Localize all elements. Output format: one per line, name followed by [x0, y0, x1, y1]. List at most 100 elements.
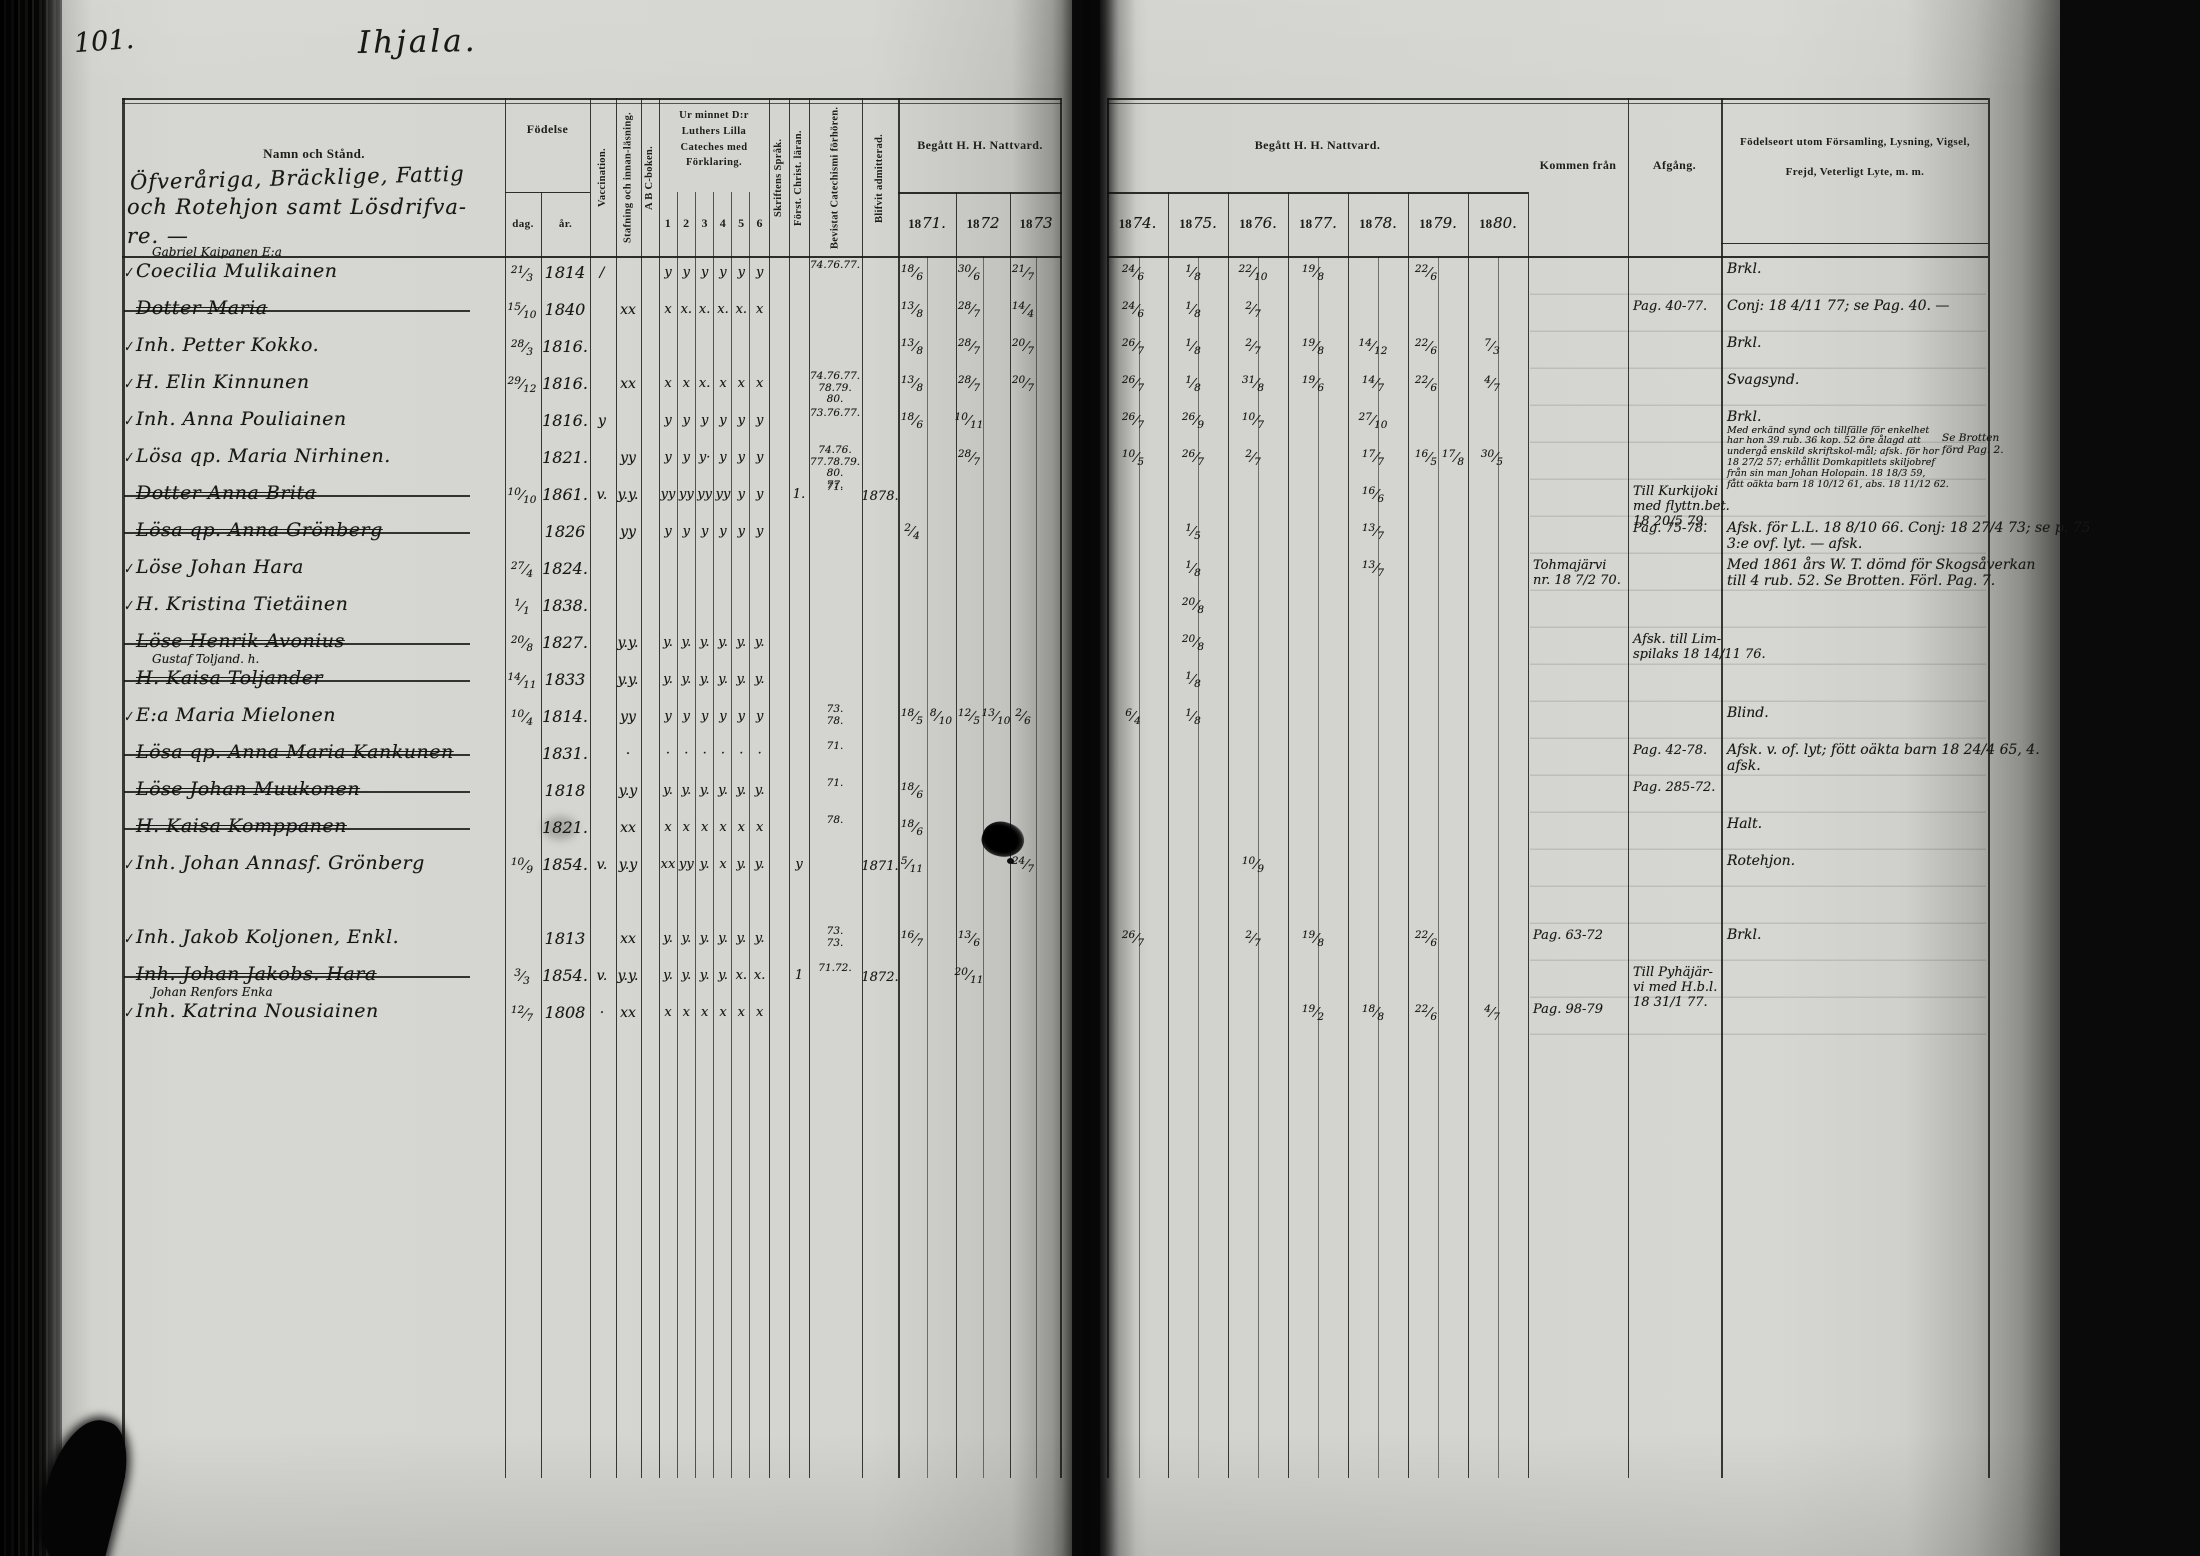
bevistat-years: 73.: [826, 936, 844, 949]
communion-date: 4⁄7: [1484, 374, 1500, 395]
afgang-note: Till Kurkijoki: [1633, 484, 1719, 499]
communion-date: 13⁄8: [900, 337, 924, 358]
vaccination-mark: y: [598, 413, 606, 429]
communion-date: 21⁄7: [1011, 263, 1035, 284]
communion-date: 2⁄7: [1245, 300, 1261, 321]
page-number: 101.: [72, 23, 136, 60]
communion-date: 28⁄7: [957, 300, 981, 321]
name-col-handwritten-line2: och Rotehjon samt Lösdrifva-: [127, 195, 467, 219]
communion-date: 14⁄12: [1358, 337, 1388, 358]
communion-date: 16⁄5: [1414, 448, 1438, 469]
table-vertical-line: [1348, 192, 1350, 1478]
communion-date: 24⁄6: [1121, 263, 1145, 284]
nattvard-year-label: 1879.: [1419, 214, 1457, 232]
abc-mark: y: [755, 487, 764, 502]
communion-date: 22⁄6: [1414, 374, 1438, 395]
row-name: H. Kristina Tietäinen: [136, 593, 349, 615]
abc-mark: y.: [681, 931, 692, 946]
abc-mark: y.: [718, 783, 728, 798]
table-vertical-line: [1168, 192, 1170, 1478]
row-subname: Gabriel Kaipanen E:a: [152, 245, 282, 259]
abc-mark: y.: [736, 931, 747, 946]
birth-year: 1816.: [542, 337, 588, 356]
row-strikethrough-line: [124, 532, 470, 534]
catechism-part-number: 1: [664, 216, 672, 230]
communion-date: 1⁄5: [1185, 522, 1201, 543]
communion-date: 19⁄8: [1301, 263, 1325, 284]
forst-christ-mark: y: [795, 857, 803, 872]
afgang-note: spilaks 18 14/11 76.: [1633, 647, 1766, 662]
communion-date: 26⁄9: [1181, 411, 1205, 432]
abc-mark: x: [719, 857, 727, 872]
communion-date: 2⁄7: [1245, 929, 1261, 950]
nattvard-year-label: 1878.: [1359, 214, 1397, 232]
table-horizontal-line: [505, 192, 590, 194]
abc-mark: x: [700, 820, 709, 835]
abc-mark: y: [700, 413, 709, 428]
abc-mark: x: [737, 1005, 745, 1020]
table-vertical-line: [1036, 256, 1037, 1478]
row-name: H. Elin Kinnunen: [136, 371, 310, 393]
abc-mark: y.: [663, 968, 673, 983]
abc-mark: y: [755, 265, 764, 280]
abc-mark: y: [664, 413, 672, 428]
margin-note-small: undergå enskild skriftskol-mål; afsk. fö…: [1727, 446, 1939, 458]
abc-mark: y: [664, 524, 672, 539]
row-strikethrough-line: [124, 643, 470, 645]
communion-date: 26⁄7: [1121, 337, 1145, 358]
row-name: Löse Henrik Avonius: [136, 630, 345, 652]
nattvard-year-label: 1877.: [1299, 214, 1337, 232]
stafning-mark: y.y.: [617, 487, 639, 503]
abc-mark: x: [737, 820, 745, 835]
communion-date: 16⁄6: [1361, 485, 1385, 506]
communion-date: 13⁄7: [1361, 522, 1385, 543]
abc-mark: ·: [684, 746, 689, 761]
abc-mark: y.: [736, 635, 747, 650]
abc-mark: y.: [681, 968, 692, 983]
birth-year: 1831.: [542, 744, 588, 763]
bevistat-years: 78.: [826, 714, 844, 727]
abc-mark: y.: [663, 783, 673, 798]
table-vertical-line: [122, 98, 125, 1478]
abc-mark: x: [664, 376, 672, 391]
table-vertical-line: [1378, 256, 1379, 1478]
catechism-part-number: 2: [683, 216, 690, 230]
abc-mark: x.: [735, 302, 748, 317]
communion-date: 10⁄9: [1241, 855, 1265, 876]
birth-year: 1824.: [542, 559, 588, 578]
birth-year: 1827.: [542, 633, 588, 652]
communion-date: 26⁄7: [1121, 929, 1145, 950]
communion-date: 24⁄6: [1121, 300, 1145, 321]
abc-mark: y: [737, 265, 745, 280]
communion-date: 22⁄10: [1238, 263, 1268, 284]
afgang-note: Pag. 40-77.: [1633, 299, 1708, 314]
ink-dot: [1007, 858, 1014, 864]
column-header-bevistat: Bevistat Catechismi förhören.: [829, 106, 841, 250]
communion-date: 12⁄5: [957, 707, 981, 728]
stafning-mark: xx: [620, 931, 636, 947]
communion-date: 10⁄5: [1121, 448, 1145, 469]
table-horizontal-line: [1107, 98, 1988, 100]
abc-mark: y: [664, 450, 672, 465]
bevistat-years: 74.76.: [818, 444, 852, 456]
abc-mark: y: [755, 450, 764, 465]
abc-mark: y: [719, 450, 727, 465]
abc-mark: y.: [754, 931, 765, 946]
abc-mark: y: [719, 413, 727, 428]
column-header-forst-christ: Först. Christ. läran.: [793, 130, 805, 226]
column-header-skriftens: Skriftens Språk.: [773, 138, 785, 218]
column-header-nattvard-right: Begått H. H. Nattvard.: [1254, 138, 1381, 152]
table-vertical-line: [1198, 256, 1199, 1478]
communion-date: 1⁄8: [1185, 300, 1201, 321]
communion-date: 2⁄4: [904, 522, 920, 543]
communion-date: 27⁄10: [1358, 411, 1388, 432]
margin-note: Afsk. för L.L. 18 8/10 66. Conj: 18 27/4…: [1727, 520, 2091, 536]
birth-year: 1838.: [542, 596, 588, 615]
kommen-fran-note: nr. 18 7/2 70.: [1533, 573, 1621, 588]
communion-date: 22⁄6: [1414, 929, 1438, 950]
bevistat-years: 77.: [826, 478, 844, 491]
table-vertical-line: [1988, 98, 1991, 1478]
row-tick-mark: ✓: [121, 339, 136, 356]
margin-note: Brkl.: [1727, 261, 1762, 277]
right-page: [1100, 0, 2060, 1556]
